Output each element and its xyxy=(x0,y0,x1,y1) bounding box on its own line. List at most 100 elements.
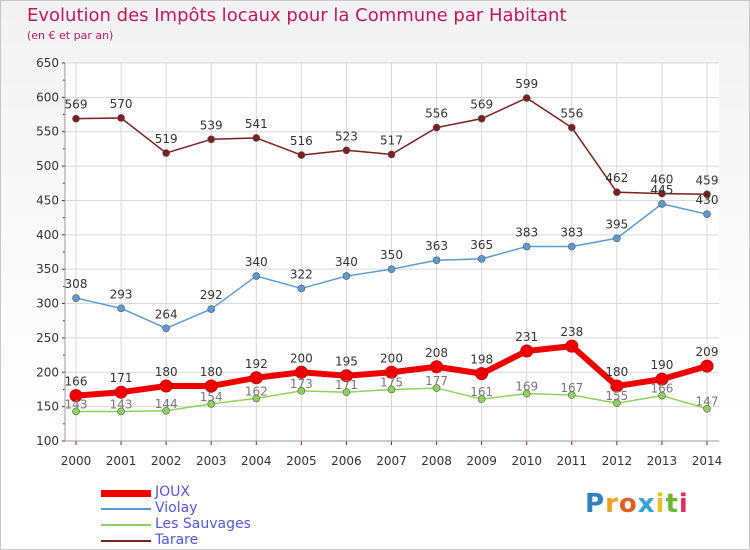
data-point xyxy=(567,391,576,399)
data-label: 180 xyxy=(155,365,178,379)
data-label: 180 xyxy=(200,365,223,379)
data-point xyxy=(432,256,441,265)
data-label: 264 xyxy=(155,307,178,321)
x-tick-label: 2008 xyxy=(421,454,452,468)
data-point xyxy=(703,404,711,413)
y-tick-label: 650 xyxy=(36,56,59,70)
data-point xyxy=(252,394,261,403)
data-point xyxy=(339,369,353,383)
data-point xyxy=(387,265,396,273)
data-label: 569 xyxy=(470,98,493,112)
data-label: 143 xyxy=(65,397,88,411)
data-point xyxy=(522,94,531,102)
data-point xyxy=(432,123,441,132)
data-point xyxy=(162,324,170,333)
data-label: 200 xyxy=(290,351,313,365)
data-point xyxy=(565,339,579,353)
data-point xyxy=(159,379,173,393)
x-tick-label: 2005 xyxy=(286,454,317,468)
data-point xyxy=(114,385,128,399)
data-label: 516 xyxy=(290,134,313,148)
data-point xyxy=(69,389,83,403)
data-point xyxy=(117,304,125,313)
data-label: 144 xyxy=(155,397,178,411)
data-point xyxy=(342,388,351,397)
data-label: 460 xyxy=(650,173,673,187)
x-tick-label: 2014 xyxy=(692,454,723,468)
data-point xyxy=(342,272,351,280)
data-label: 171 xyxy=(110,371,133,385)
legend-label: JOUX xyxy=(155,484,190,500)
data-point xyxy=(567,123,576,132)
logo-letter: t xyxy=(665,489,679,519)
data-label: 599 xyxy=(515,77,538,91)
x-tick-label: 2010 xyxy=(511,454,542,468)
logo-letter: i xyxy=(655,489,666,519)
data-point xyxy=(385,365,398,379)
y-tick-label: 100 xyxy=(36,434,59,448)
legend-label: Les Sauvages xyxy=(155,516,251,532)
y-tick-label: 550 xyxy=(36,125,59,139)
y-tick-label: 600 xyxy=(36,90,59,104)
data-point xyxy=(117,407,125,416)
data-label: 209 xyxy=(696,345,719,359)
legend-label: Violay xyxy=(155,500,198,516)
data-point xyxy=(703,210,711,218)
x-tick-label: 2001 xyxy=(106,454,137,468)
x-tick-label: 2009 xyxy=(466,454,497,468)
data-label: 430 xyxy=(696,193,719,207)
data-point xyxy=(162,149,170,157)
data-label: 231 xyxy=(515,330,538,344)
legend-swatch xyxy=(101,524,151,526)
data-label: 180 xyxy=(605,365,628,379)
data-point xyxy=(117,114,125,122)
legend-swatch xyxy=(101,540,151,542)
y-tick-label: 400 xyxy=(36,228,59,242)
data-label: 161 xyxy=(470,385,493,399)
data-point xyxy=(249,371,263,385)
data-point xyxy=(204,379,218,393)
data-point xyxy=(610,379,624,393)
data-label: 395 xyxy=(605,217,628,231)
logo-letter: i xyxy=(678,489,689,519)
x-tick-label: 2011 xyxy=(557,454,588,468)
x-tick-label: 2004 xyxy=(241,454,272,468)
data-point xyxy=(252,272,261,280)
data-point xyxy=(655,372,669,386)
data-label: 208 xyxy=(425,346,448,360)
logo-letter: P xyxy=(585,489,606,519)
data-label: 569 xyxy=(65,98,88,112)
data-label: 155 xyxy=(605,389,628,403)
data-label: 154 xyxy=(200,390,223,404)
data-point xyxy=(477,395,486,403)
y-tick-label: 450 xyxy=(36,193,59,207)
data-point xyxy=(613,234,621,243)
data-label: 198 xyxy=(470,353,493,367)
data-label: 238 xyxy=(560,325,583,339)
x-tick-label: 2003 xyxy=(196,454,227,468)
x-tick-label: 2000 xyxy=(61,454,92,468)
y-tick-label: 300 xyxy=(36,297,59,311)
x-tick-label: 2007 xyxy=(376,454,407,468)
data-label: 175 xyxy=(380,375,403,389)
data-point xyxy=(252,134,261,142)
data-label: 340 xyxy=(335,255,358,269)
data-point xyxy=(477,255,486,263)
logo-letter: x xyxy=(637,489,656,519)
data-point xyxy=(387,150,396,159)
data-point xyxy=(72,294,80,302)
data-label: 459 xyxy=(696,173,719,187)
data-point xyxy=(297,387,306,395)
data-point xyxy=(387,385,396,394)
x-tick-label: 2012 xyxy=(602,454,633,468)
data-label: 192 xyxy=(245,357,268,371)
data-label: 365 xyxy=(470,238,493,252)
data-point xyxy=(72,407,80,416)
data-point xyxy=(342,146,351,155)
data-label: 340 xyxy=(245,255,268,269)
data-point xyxy=(658,200,666,208)
data-label: 169 xyxy=(515,380,538,394)
data-label: 200 xyxy=(380,351,403,365)
data-point xyxy=(477,114,486,123)
